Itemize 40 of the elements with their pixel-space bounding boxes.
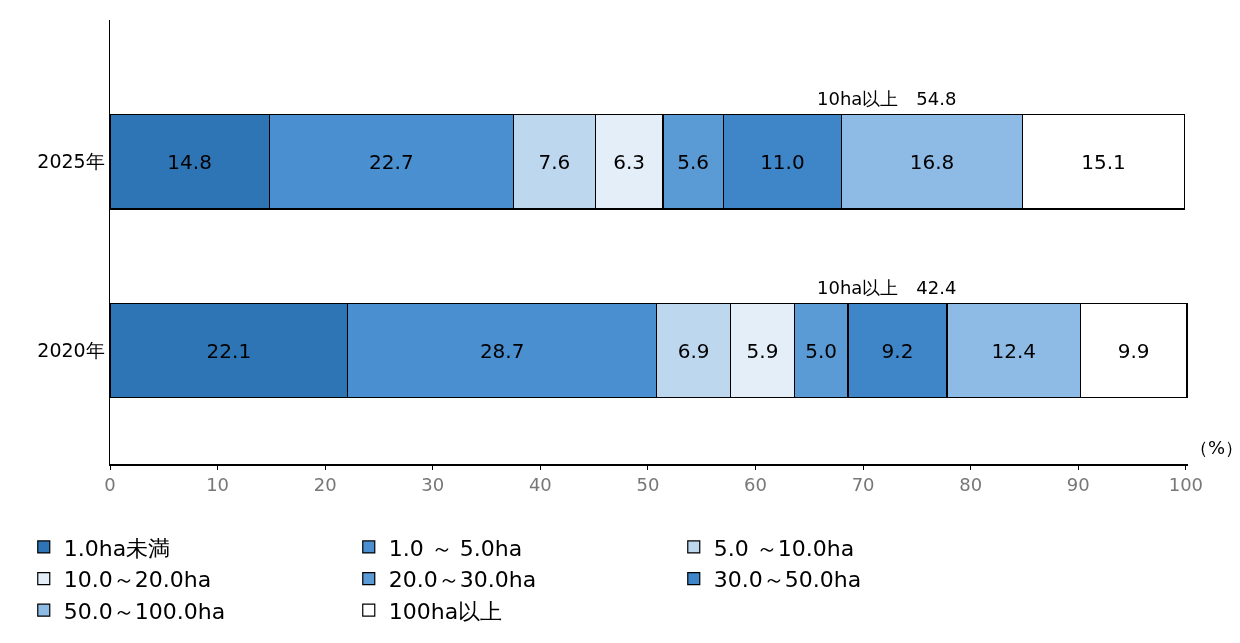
data-label: 22.7 xyxy=(369,149,414,174)
data-label: 6.3 xyxy=(613,149,646,174)
data-label: 7.6 xyxy=(538,149,571,174)
data-label: 5.9 xyxy=(746,338,779,363)
data-label: 16.8 xyxy=(909,149,955,174)
y-tick-label: 2020年 xyxy=(37,339,105,362)
data-label: 6.9 xyxy=(677,338,710,363)
x-tick-label: 60 xyxy=(744,474,767,496)
annotation: 10ha以上 54.8 xyxy=(817,88,957,109)
x-tick-label: 70 xyxy=(851,474,875,496)
x-tick-label: 40 xyxy=(528,474,552,496)
x-tick-label: 80 xyxy=(959,474,983,496)
annotation: 10ha以上 42.4 xyxy=(817,277,957,298)
legend-label: 30.0～50.0ha xyxy=(713,567,862,593)
x-tick-label: 50 xyxy=(636,474,660,496)
data-label: 5.0 xyxy=(805,338,838,363)
x-tick-label: 100 xyxy=(1168,474,1204,496)
x-tick-label: 10 xyxy=(206,474,230,496)
legend-label: 1.0 ～ 5.0ha xyxy=(388,535,523,561)
x-tick-label: 30 xyxy=(421,474,445,496)
data-label: 22.1 xyxy=(206,338,252,363)
data-label: 9.2 xyxy=(881,338,914,363)
x-tick-label: 20 xyxy=(313,474,337,496)
legend-label: 50.0～100.0ha xyxy=(63,598,226,624)
data-label: 28.7 xyxy=(479,338,525,363)
x-tick-label: 0 xyxy=(104,474,116,496)
data-label: 9.9 xyxy=(1117,338,1150,363)
legend-label: 100ha以上 xyxy=(388,598,503,624)
y-tick-label: 2025年 xyxy=(37,150,105,173)
legend-label: 1.0ha未満 xyxy=(63,535,171,561)
x-tick-label: 90 xyxy=(1066,474,1090,496)
data-label: 5.6 xyxy=(677,149,710,174)
data-label: 14.8 xyxy=(167,149,212,174)
legend-label: 10.0～20.0ha xyxy=(63,567,212,593)
data-label: 12.4 xyxy=(991,338,1036,363)
data-label: 15.1 xyxy=(1081,149,1126,174)
data-label: 11.0 xyxy=(760,149,805,174)
legend-label: 5.0 ～10.0ha xyxy=(713,535,855,561)
x-axis-title: （%） xyxy=(1190,437,1240,458)
legend-label: 20.0～30.0ha xyxy=(388,567,537,593)
